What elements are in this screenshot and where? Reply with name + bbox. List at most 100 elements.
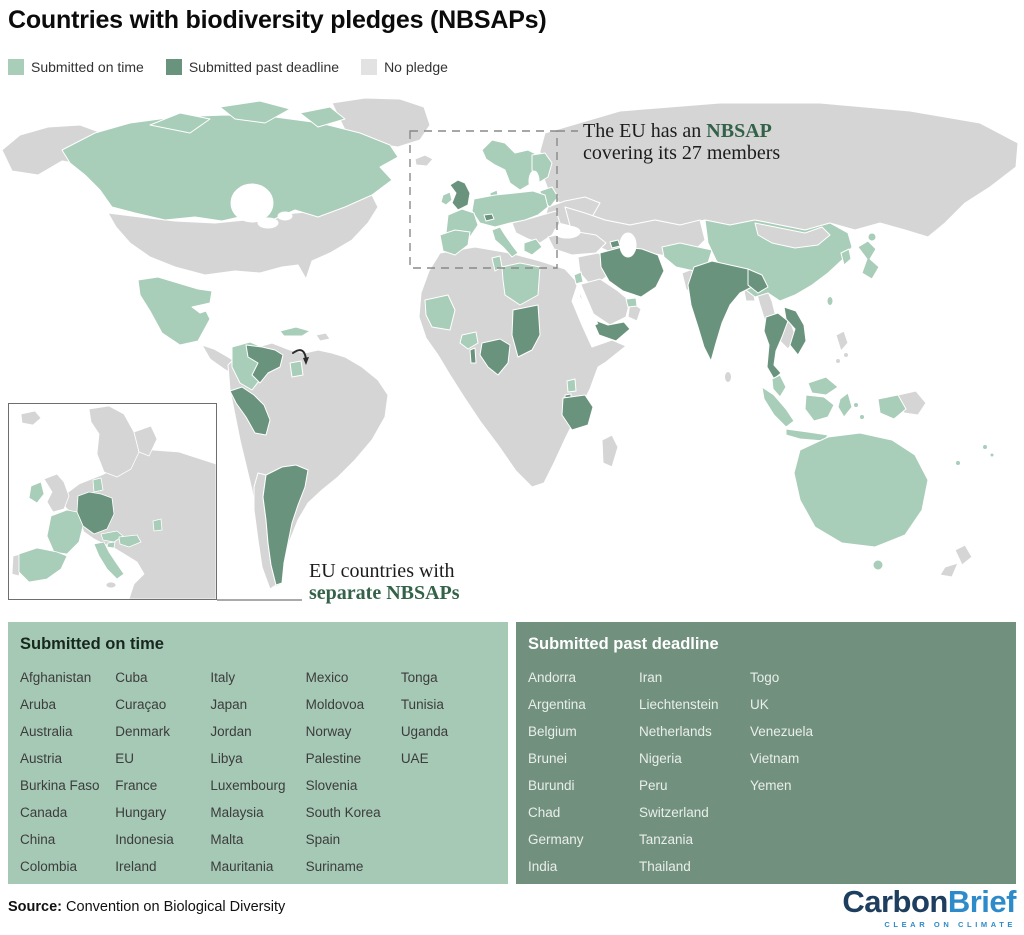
country-mexico (137, 276, 213, 346)
country-list-item: Ireland (115, 859, 157, 874)
country-venezuela (245, 344, 284, 384)
list-column: Afghanistan Aruba Australia Austria Burkina … (20, 664, 115, 880)
suriname-arrow-icon (292, 349, 307, 360)
eu-annotation-text: The EU has an (583, 120, 707, 142)
europe-inset (8, 403, 217, 600)
black-sea (553, 225, 581, 239)
country-list-item: Argentina (528, 697, 586, 712)
source-label: Source: (8, 899, 62, 915)
country-new-zealand-north (954, 544, 973, 566)
country-list-item: Belgium (528, 724, 577, 739)
inset-scandinavia (88, 405, 140, 478)
world-map (0, 95, 1024, 615)
suriname-arrowhead (303, 357, 309, 365)
country-philippines-3 (835, 358, 841, 364)
inset-hungary (118, 534, 142, 548)
country-list-item: South Korea (305, 805, 381, 820)
inset-moldova (152, 518, 163, 532)
country-list-item: Palestine (305, 751, 362, 766)
past-deadline-heading: Submitted past deadline (528, 635, 719, 653)
country-java (785, 428, 829, 442)
inset-italy (93, 541, 125, 580)
inset-slovenia (106, 541, 116, 549)
country-list-item: Jordan (210, 724, 252, 739)
country-list-item: Switzerland (639, 805, 709, 820)
country-list-item: Chad (528, 805, 561, 820)
country-list-item: Curaçao (115, 697, 167, 712)
country-list-item: UAE (400, 751, 429, 766)
list-column: Andorra Argentina Belgium Brunei Burundi Chad… (528, 664, 639, 880)
country-list-item: Norway (305, 724, 352, 739)
legend-item-past-deadline: Submitted past deadline (165, 59, 339, 75)
country-list-item: Colombia (20, 859, 78, 874)
country-italy (491, 226, 519, 258)
on-time-box: Submitted on time Afghanistan Aruba Austra… (8, 622, 508, 884)
eu-annotation: The EU has an NBSAP covering its 27 memb… (583, 120, 780, 164)
country-list-item: Burkina Faso (20, 778, 100, 793)
logo-tagline: CLEAR ON CLIMATE (884, 920, 1016, 929)
country-burkina (459, 331, 479, 350)
country-list-item: Malaysia (210, 805, 264, 820)
country-list-item: Hungary (115, 805, 167, 820)
country-list-item: Moldovoa (305, 697, 365, 712)
legend-label: Submitted on time (31, 59, 144, 75)
country-list-item: China (20, 832, 56, 847)
list-column: Mexico Moldovoa Norway Palestine Slovenia Sou… (306, 664, 401, 880)
logo-brief: Brief (947, 884, 1017, 919)
country-madagascar (601, 434, 619, 468)
country-arctic-island-1 (149, 112, 211, 134)
past-deadline-swatch (165, 59, 182, 75)
legend: Submitted on time Submitted past deadlin… (8, 59, 448, 75)
country-australia (793, 432, 929, 548)
country-list-item: Netherlands (639, 724, 712, 739)
country-kalimantan (804, 394, 835, 422)
country-south-korea (840, 248, 852, 266)
country-list-item: Mexico (305, 670, 349, 685)
country-suriname (289, 360, 304, 378)
legend-label: No pledge (384, 59, 448, 75)
country-tasmania (872, 559, 884, 571)
country-nigeria (479, 338, 511, 376)
country-fiji (982, 444, 988, 450)
country-cuba (279, 326, 311, 337)
country-list-item: Thailand (639, 859, 691, 874)
country-philippines-2 (843, 352, 849, 358)
country-list-item: Peru (639, 778, 668, 793)
country-lists: Submitted on time Afghanistan Aruba Austra… (8, 622, 1016, 884)
country-uganda (566, 378, 577, 393)
logo-carbon: Carbon (842, 884, 948, 919)
country-chad (511, 304, 541, 358)
country-list-item: Slovenia (305, 778, 358, 793)
country-ireland (440, 191, 453, 206)
eu-annotation-line2: covering its 27 members (583, 142, 781, 164)
country-list-item: Australia (20, 724, 73, 739)
list-column: Tonga Tunisia Uganda UAE (401, 664, 496, 880)
baltic-sea (528, 170, 540, 192)
country-list-item: Japan (210, 697, 248, 712)
great-lake-1 (257, 217, 279, 229)
country-list-item: Aruba (20, 697, 57, 712)
country-list-item: India (528, 859, 558, 874)
eu-annotation-highlight: NBSAP (706, 120, 772, 142)
country-list-item: Canada (20, 805, 68, 820)
separate-annotation-highlight: separate NBSAPs (309, 582, 460, 604)
country-tanzania (561, 394, 594, 431)
logo-wordmark: CarbonBrief (842, 886, 1016, 917)
country-list-item: Uganda (400, 724, 449, 739)
caspian-sea (619, 232, 637, 258)
country-sri-lanka (724, 371, 732, 383)
country-list-item: Yemen (750, 778, 792, 793)
country-list-item: Suriname (305, 859, 364, 874)
country-sumatra (761, 386, 795, 428)
list-column: Iran Liechtenstein Netherlands Nigeria Peru S… (639, 664, 750, 880)
country-malaysia-borneo (807, 376, 839, 396)
page-title: Countries with biodiversity pledges (NBS… (8, 6, 547, 34)
country-india-northeast (747, 268, 769, 294)
on-time-heading: Submitted on time (20, 635, 164, 653)
country-iceland (414, 154, 434, 167)
separate-annotation-line1: EU countries with (309, 560, 455, 582)
legend-item-on-time: Submitted on time (8, 59, 144, 75)
on-time-swatch (8, 59, 24, 75)
red-sea (575, 282, 599, 326)
